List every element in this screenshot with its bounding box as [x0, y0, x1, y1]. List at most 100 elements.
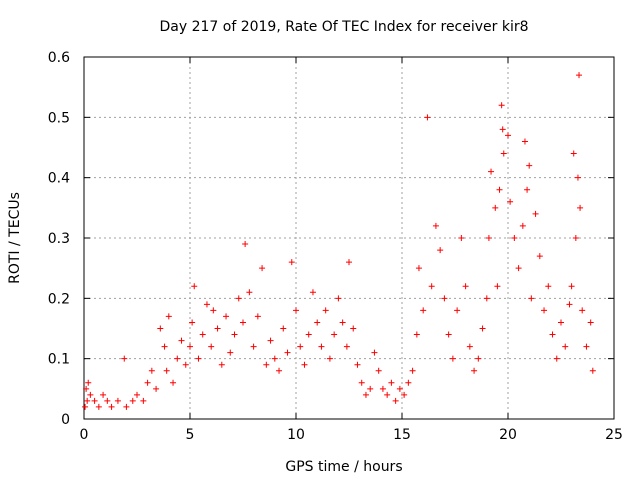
data-point [85, 379, 92, 386]
data-point [309, 289, 316, 296]
y-tick-label: 0.1 [48, 352, 70, 368]
data-point [182, 361, 189, 368]
x-tick-label: 5 [186, 427, 195, 443]
data-point [375, 367, 382, 374]
data-point [148, 367, 155, 374]
data-point [195, 355, 202, 362]
y-tick-label: 0.5 [48, 110, 70, 126]
x-tick-label: 10 [287, 427, 305, 443]
data-point [335, 295, 342, 302]
data-point [144, 379, 151, 386]
x-axis-label: GPS time / hours [285, 459, 402, 475]
x-tick-label: 0 [80, 427, 89, 443]
data-point [485, 235, 492, 241]
data-point [83, 385, 90, 392]
data-point [318, 343, 325, 350]
data-point [174, 355, 181, 362]
data-point [203, 301, 210, 308]
data-point [161, 343, 168, 350]
data-point [301, 361, 308, 368]
data-point [532, 210, 539, 217]
data-point [153, 385, 160, 392]
data-point [499, 126, 506, 133]
data-point [545, 283, 552, 290]
data-point [462, 283, 469, 290]
data-point [100, 391, 107, 398]
data-point [572, 235, 579, 241]
grid-lines [84, 57, 614, 419]
data-point [528, 295, 535, 302]
data-point [526, 162, 533, 169]
data-point [515, 265, 522, 272]
data-point [95, 403, 102, 410]
data-point [562, 343, 569, 350]
data-point [346, 259, 352, 266]
data-point [371, 349, 378, 356]
data-point [576, 72, 583, 79]
data-point [488, 168, 495, 175]
data-point [579, 307, 586, 314]
data-point [121, 355, 128, 362]
data-point [208, 343, 215, 350]
data-point [235, 295, 242, 302]
data-point [242, 241, 249, 248]
data-point [384, 391, 391, 398]
data-point [553, 355, 560, 362]
data-point [521, 138, 528, 145]
data-point [123, 403, 130, 410]
data-point [84, 397, 91, 404]
data-point [254, 313, 261, 320]
data-point [583, 343, 590, 350]
data-point [415, 265, 422, 272]
data-point [498, 102, 505, 109]
data-point [483, 295, 490, 302]
y-tick-label: 0.4 [48, 171, 70, 187]
data-point [199, 331, 206, 338]
data-point [163, 367, 170, 374]
data-point [314, 319, 321, 326]
data-point [507, 198, 514, 205]
data-point [589, 367, 596, 374]
data-point [577, 204, 584, 211]
chart-title: Day 217 of 2019, Rate Of TEC Index for r… [159, 19, 528, 35]
data-point [240, 319, 246, 326]
data-point [331, 331, 338, 338]
data-point [178, 337, 185, 344]
data-point [223, 313, 230, 320]
y-tick-label: 0.3 [48, 231, 70, 247]
axis-ticks: 0 5 10 15 20 25 0 0.1 0.2 0.3 0.4 0.5 0.6 [48, 50, 623, 443]
data-point [157, 325, 164, 332]
y-tick-label: 0.6 [48, 50, 70, 66]
data-point [350, 325, 357, 332]
data-point [505, 132, 511, 139]
data-point [214, 325, 221, 332]
data-point [165, 313, 172, 320]
data-point [409, 367, 416, 374]
data-point [339, 319, 346, 326]
data-point [367, 385, 374, 392]
x-tick-label: 15 [393, 427, 411, 443]
data-point [496, 186, 503, 193]
data-point [354, 361, 361, 368]
data-point [541, 307, 548, 314]
data-point [140, 397, 147, 404]
data-point [500, 150, 507, 157]
data-point [263, 361, 270, 368]
data-point [388, 379, 395, 386]
data-point [566, 301, 573, 308]
data-point [108, 403, 115, 410]
data-point [479, 325, 486, 332]
data-point [170, 379, 177, 386]
data-point [114, 397, 121, 404]
data-point [358, 379, 365, 386]
data-point [570, 150, 577, 157]
data-points [82, 72, 596, 410]
data-point [276, 367, 283, 374]
data-point [524, 186, 531, 193]
data-point [549, 331, 556, 338]
data-point [191, 283, 198, 290]
data-point [246, 289, 253, 296]
data-point [441, 295, 448, 302]
data-point [104, 397, 111, 404]
data-point [129, 397, 136, 404]
